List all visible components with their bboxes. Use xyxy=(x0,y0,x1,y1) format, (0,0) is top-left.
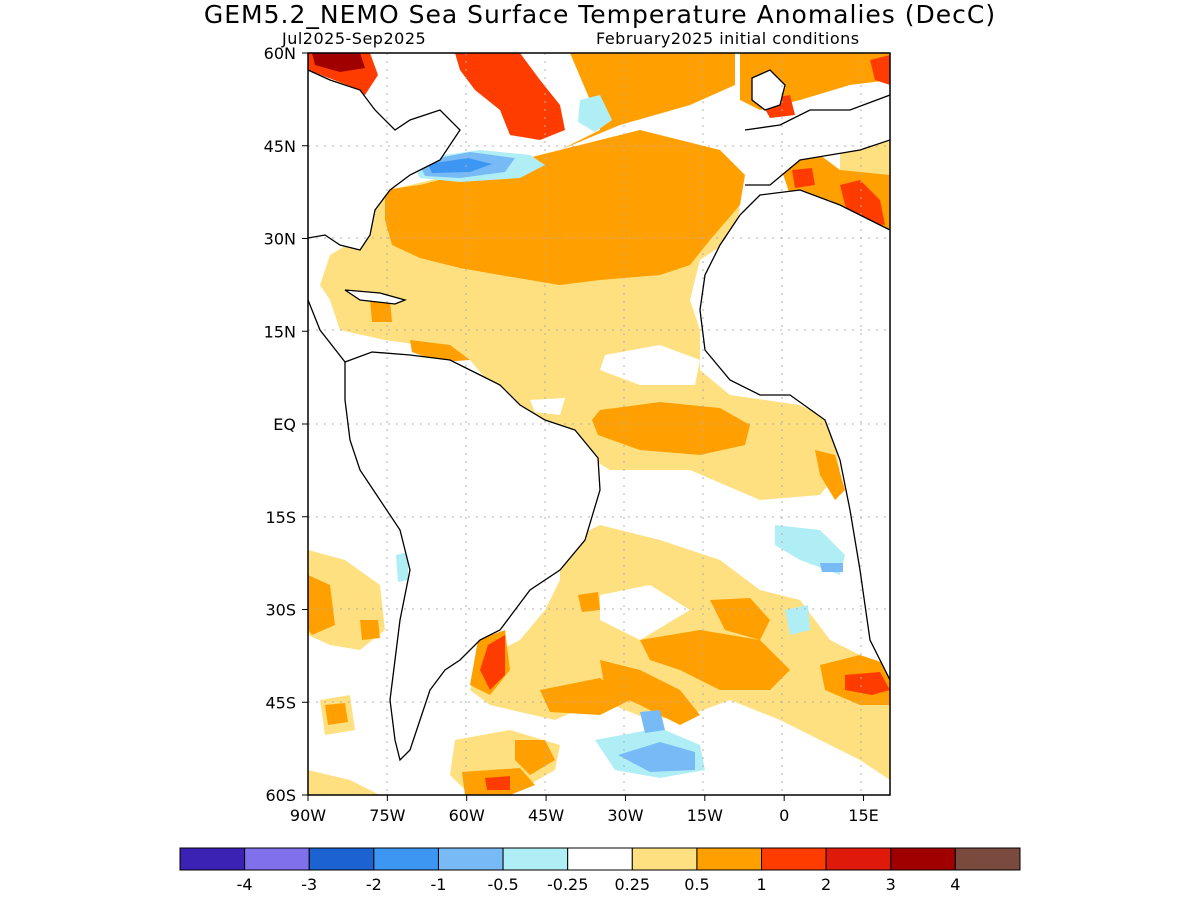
anomaly-region-weak-cool xyxy=(785,605,810,635)
anomaly-region-moderate-cool xyxy=(820,563,843,572)
colorbar: -4 -3 -2 -1 -0.5 -0.25 0.25 0.5 1 2 3 4 xyxy=(179,847,1021,894)
lat-label: 30S xyxy=(265,601,296,620)
lat-label: 15S xyxy=(265,508,296,527)
anomaly-region-weak-cool xyxy=(578,95,612,132)
colorbar-swatch xyxy=(308,847,375,871)
anomaly-region-strong-warm xyxy=(485,776,510,790)
lon-label: 0 xyxy=(779,806,789,825)
map-title: GEM5.2_NEMO Sea Surface Temperature Anom… xyxy=(203,0,997,29)
colorbar-swatch xyxy=(502,847,569,871)
colorbar-label: 2 xyxy=(821,875,831,894)
anomaly-region-moderate-warm xyxy=(515,740,555,775)
lon-label: 60W xyxy=(449,806,485,825)
landmass-africa xyxy=(700,190,890,680)
anomaly-region-moderate-cool xyxy=(640,710,665,733)
anomaly-region-moderate-warm xyxy=(578,592,600,612)
longitude-labels: 90W 75W 60W 45W 30W 15W 0 15E xyxy=(290,795,879,825)
anomaly-field xyxy=(308,53,890,795)
lat-label: EQ xyxy=(273,415,296,434)
anomaly-region-neutral xyxy=(600,345,700,385)
colorbar-swatch xyxy=(631,847,698,871)
lon-label: 15E xyxy=(848,806,878,825)
colorbar-swatch xyxy=(244,847,310,871)
forecast-period: Jul2025-Sep2025 xyxy=(282,29,427,48)
anomaly-region-moderate-cool xyxy=(618,742,695,772)
colorbar-swatch xyxy=(567,847,633,871)
colorbar-swatch xyxy=(890,847,956,871)
landmass-south-america xyxy=(345,352,600,760)
anomaly-region-weak-warm xyxy=(308,770,380,795)
anomaly-region-strong-warm xyxy=(845,672,890,695)
grid-lines xyxy=(308,53,890,795)
anomaly-region-moderate-warm xyxy=(385,130,745,285)
initial-conditions: February2025 initial conditions xyxy=(596,29,860,48)
lat-label: 15N xyxy=(264,322,296,341)
landmass-cuba xyxy=(345,290,405,304)
colorbar-label: 0.25 xyxy=(614,875,650,894)
anomaly-region-moderate-warm xyxy=(370,300,392,322)
colorbar-label: 0.5 xyxy=(684,875,709,894)
colorbar-swatch xyxy=(179,847,246,871)
lon-label: 15W xyxy=(687,806,723,825)
latitude-labels: 60N 45N 30N 15N EQ 15S 30S 45S 60S xyxy=(264,44,308,805)
landmass-europe xyxy=(745,95,890,185)
lat-label: 60S xyxy=(265,786,296,805)
anomaly-region-neutral xyxy=(600,585,690,640)
lon-label: 75W xyxy=(369,806,405,825)
anomaly-region-moderate-warm xyxy=(600,660,700,725)
anomaly-region-strong-warm xyxy=(455,53,565,140)
anomaly-region-moderate-warm xyxy=(360,620,380,640)
anomaly-region-strong-warm xyxy=(870,55,890,85)
colorbar-label: -0.5 xyxy=(487,875,518,894)
anomaly-region-moderate-warm xyxy=(592,402,750,455)
anomaly-region-weak-cool xyxy=(775,525,845,575)
landmass-britain xyxy=(752,70,785,110)
colorbar-label: 4 xyxy=(950,875,960,894)
lon-label: 90W xyxy=(290,806,326,825)
colorbar-label: -0.25 xyxy=(547,875,588,894)
colorbar-label: -4 xyxy=(237,875,253,894)
anomaly-region-weak-cool xyxy=(396,552,408,582)
anomaly-region-moderate-warm xyxy=(640,630,790,690)
colorbar-label: 3 xyxy=(886,875,896,894)
colorbar-swatch xyxy=(954,847,1021,871)
colorbar-swatch xyxy=(696,847,763,871)
anomaly-region-very-strong-warm xyxy=(312,53,365,72)
anomaly-region-moderate-warm xyxy=(325,703,348,725)
colorbar-swatch xyxy=(761,847,827,871)
anomaly-region-moderate-warm xyxy=(385,53,735,190)
colorbar-label: -2 xyxy=(366,875,382,894)
anomaly-region-moderate-warm xyxy=(815,450,845,500)
lat-label: 60N xyxy=(264,44,296,63)
lon-label: 30W xyxy=(607,806,643,825)
anomaly-region-strong-warm xyxy=(480,635,505,690)
lat-label: 45S xyxy=(265,693,296,712)
colorbar-swatch xyxy=(825,847,892,871)
anomaly-region-strong-warm xyxy=(792,168,815,188)
lat-label: 30N xyxy=(264,230,296,249)
colorbar-label: -1 xyxy=(430,875,446,894)
anomaly-region-neutral xyxy=(530,398,565,415)
lat-label: 45N xyxy=(264,137,296,156)
anomaly-region-moderate-warm xyxy=(540,678,630,715)
anomaly-region-strong-cool xyxy=(428,158,492,173)
colorbar-label: -3 xyxy=(301,875,317,894)
coastlines xyxy=(308,69,890,762)
lon-label: 45W xyxy=(528,806,564,825)
colorbar-label: 1 xyxy=(756,875,766,894)
colorbar-swatch xyxy=(373,847,439,871)
anomaly-region-moderate-warm xyxy=(308,575,335,635)
landmass-north-america xyxy=(308,53,460,250)
colorbar-swatch xyxy=(437,847,504,871)
